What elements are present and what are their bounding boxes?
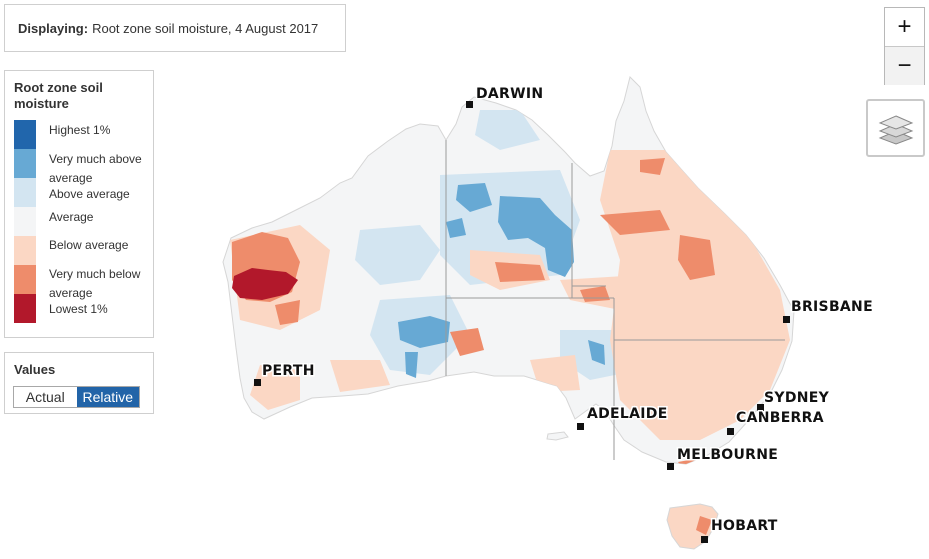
zoom-out-button[interactable]: − [885, 46, 924, 85]
legend-label-below: Below average [49, 238, 129, 252]
darwin-marker [466, 101, 473, 108]
legend-label-above: Above average [49, 187, 130, 201]
sydney-marker [757, 404, 764, 411]
city-label-brisbane: BRISBANE [791, 299, 873, 315]
relative-toggle-button[interactable]: Relative [76, 387, 139, 407]
legend-label-average: Average [49, 210, 94, 224]
city-label-perth: PERTH [262, 363, 315, 379]
displaying-value: Root zone soil moisture, 4 August 2017 [92, 20, 319, 36]
city-label-canberra: CANBERRA [736, 410, 824, 426]
values-title: Values [14, 362, 56, 377]
layers-icon [878, 115, 913, 145]
legend-swatches [14, 120, 36, 323]
hobart-marker [701, 536, 708, 543]
legend-label-very-much-below: Very much below average [49, 267, 141, 300]
legend-swatch-below [14, 236, 36, 265]
actual-toggle-button[interactable]: Actual [14, 387, 77, 407]
displaying-label: Displaying: [18, 20, 89, 36]
layers-button[interactable] [866, 99, 925, 157]
soil-moisture-overlay [230, 110, 790, 535]
zoom-in-button[interactable]: + [897, 13, 912, 40]
values-panel: Values Actual Relative [4, 352, 154, 414]
adelaide-marker [577, 423, 584, 430]
legend-swatch-average [14, 207, 36, 236]
canberra-marker [727, 428, 734, 435]
values-toggle: Actual Relative [13, 386, 140, 408]
city-labels: DARWIN BRISBANE PERTH SYDNEY ADELAIDE CA… [261, 85, 875, 536]
legend-label-highest: Highest 1% [49, 123, 111, 137]
state-borders [445, 140, 785, 460]
legend-panel: Root zone soil moisture Highest 1% Very … [4, 70, 154, 338]
city-label-adelaide: ADELAIDE [587, 406, 668, 422]
zoom-control: + − [884, 7, 925, 85]
legend-swatch-very-much-below [14, 265, 36, 294]
legend-label-lowest: Lowest 1% [49, 302, 108, 316]
city-label-melbourne: MELBOURNE [677, 447, 778, 463]
legend-swatch-above [14, 178, 36, 207]
legend-title: Root zone soil moisture [14, 80, 103, 111]
city-label-sydney: SYDNEY [764, 390, 830, 406]
melbourne-marker [667, 463, 674, 470]
city-label-darwin: DARWIN [476, 86, 543, 102]
perth-marker [254, 379, 261, 386]
city-markers [254, 101, 790, 543]
brisbane-marker [783, 316, 790, 323]
legend-swatch-lowest [14, 294, 36, 323]
legend-label-very-much-above: Very much above average [49, 152, 142, 185]
legend-swatch-highest [14, 120, 36, 149]
city-label-hobart: HOBART [711, 518, 778, 534]
legend-swatch-very-much-above [14, 149, 36, 178]
displaying-panel: Displaying: Root zone soil moisture, 4 A… [4, 4, 346, 52]
